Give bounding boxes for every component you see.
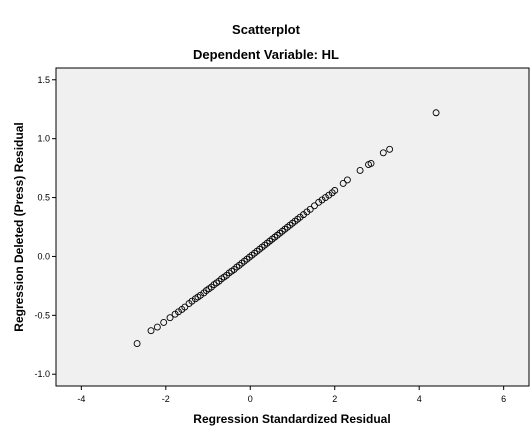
chart-title: Scatterplot [232,22,301,37]
x-tick-label: 4 [417,394,422,404]
x-tick-label: 2 [332,394,337,404]
data-point [331,187,339,194]
data-point [356,167,364,174]
data-point [343,176,351,184]
data-point [160,318,168,326]
y-tick-label: -1.0 [34,369,50,379]
data-point [166,314,174,322]
data-points [133,109,440,348]
data-point [306,205,314,213]
y-tick-label: -0.5 [34,310,50,320]
data-point [311,202,318,210]
data-point [379,149,387,157]
y-tick-label: 1.5 [37,75,50,85]
chart-subtitle: Dependent Variable: HL [193,47,339,62]
x-axis-label: Regression Standardized Residual [193,412,390,426]
y-tick-label: 0.0 [37,251,50,261]
y-axis-ticks: -1.0 -0.5 0.0 0.5 1.0 1.5 [34,75,56,379]
data-point [147,327,155,335]
data-point [181,303,189,311]
data-point [153,323,161,331]
data-point [339,179,347,187]
data-point [133,340,141,348]
data-point [432,109,440,117]
x-tick-label: 0 [248,394,253,404]
x-tick-label: 6 [501,394,506,404]
y-axis-label: Regression Deleted (Press) Residual [12,122,26,331]
x-tick-label: -2 [162,394,170,404]
x-tick-label: -4 [77,394,85,404]
data-point [386,145,394,153]
y-tick-label: 0.5 [37,193,50,203]
data-point [367,159,375,167]
x-axis-ticks: -4 -2 0 2 4 6 [77,386,506,404]
y-tick-label: 1.0 [37,134,50,144]
